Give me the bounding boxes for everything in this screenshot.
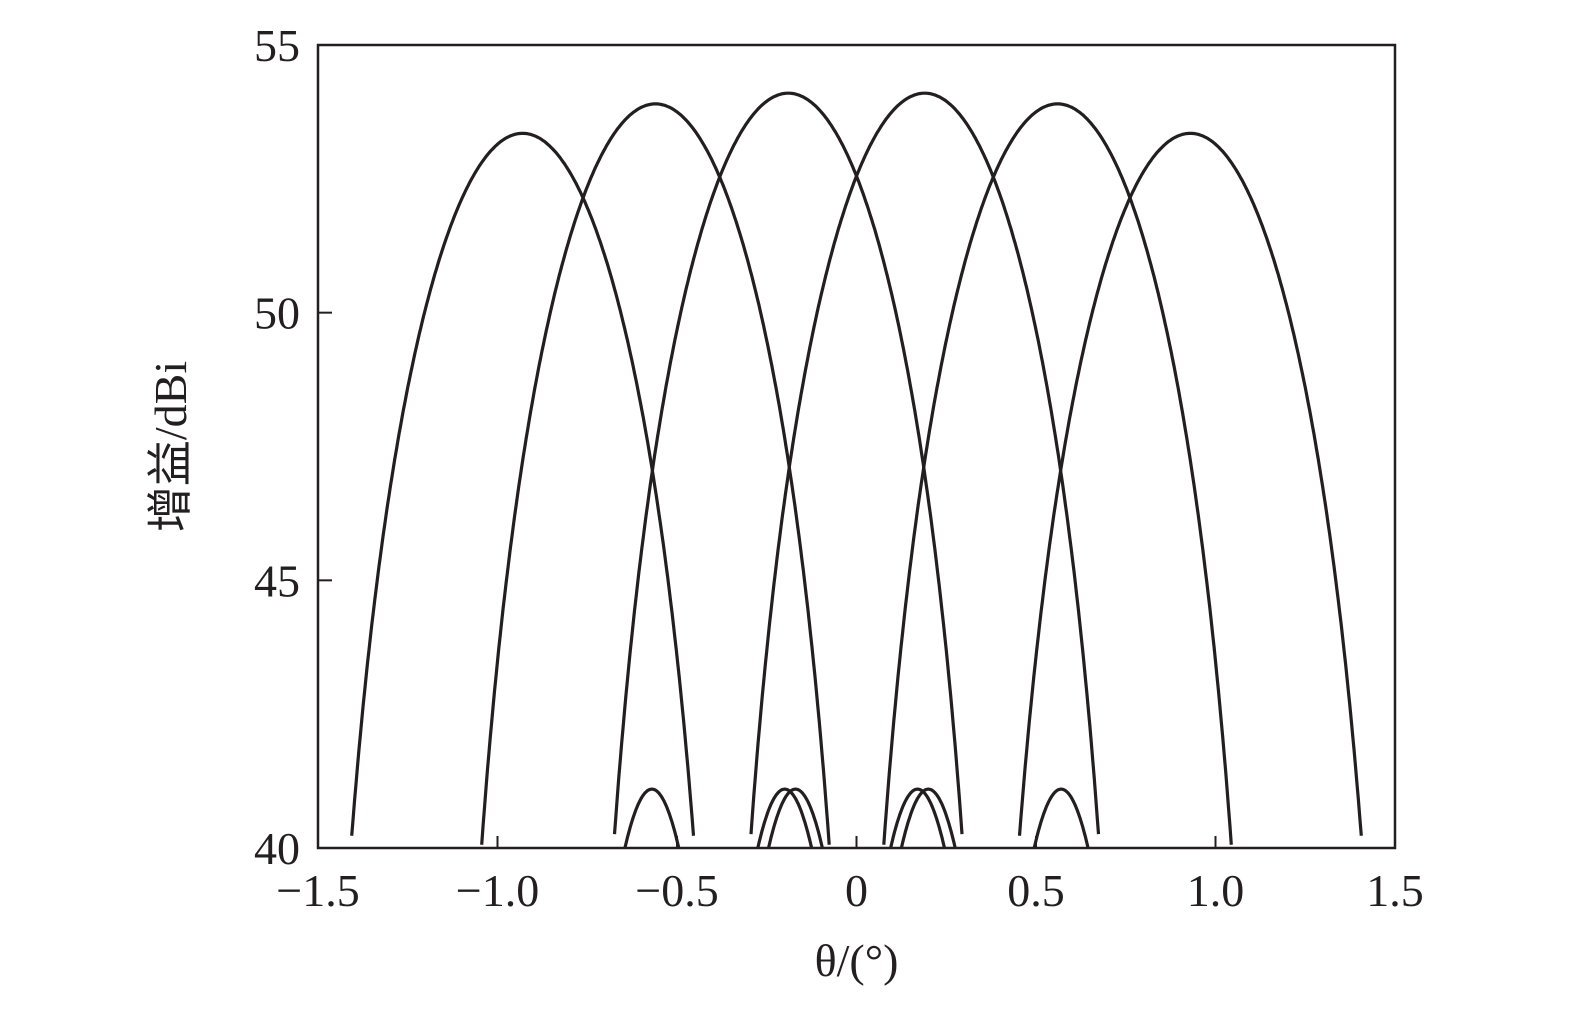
series-sidelobe-1 (766, 787, 824, 849)
series-sidelobe-4 (623, 787, 681, 849)
series-sidelobe-5 (756, 787, 814, 849)
y-axis-title: 增益/dBi (145, 361, 196, 532)
x-tick-label: 0.5 (1007, 865, 1065, 916)
x-tick-label: 1.0 (1187, 865, 1245, 916)
x-axis-title: θ/(°) (815, 935, 899, 986)
series-beam-1 (350, 131, 696, 836)
x-tick-label: −1.0 (456, 865, 539, 916)
series-beam-6 (1017, 131, 1363, 836)
series-beam-5 (882, 102, 1233, 845)
series-beam-2 (480, 102, 831, 845)
y-tick-label: 45 (254, 555, 300, 606)
series-sidelobe-3 (1032, 787, 1090, 849)
x-tick-label: 1.5 (1366, 865, 1424, 916)
x-tick-label: −0.5 (635, 865, 718, 916)
series-layer (350, 91, 1363, 849)
ticks-layer (317, 44, 1396, 849)
x-tick-label: −1.5 (276, 865, 359, 916)
series-sidelobe-6 (889, 787, 947, 849)
y-tick-label: 50 (254, 288, 300, 339)
tick-labels-layer: −1.5 −1.0 −0.5 0 0.5 1.0 1.5 40 45 50 55 (254, 20, 1424, 916)
series-beam-3 (612, 91, 964, 835)
series-beam-4 (749, 91, 1101, 835)
y-tick-label: 55 (254, 20, 300, 71)
y-tick-label: 40 (254, 823, 300, 874)
series-sidelobe-2 (899, 787, 957, 849)
x-tick-label: 0 (845, 865, 868, 916)
